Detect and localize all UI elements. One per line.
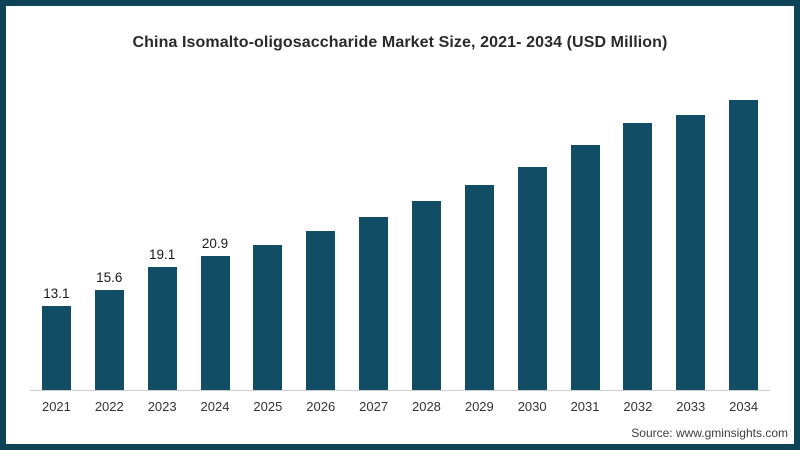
bar	[41, 306, 71, 390]
bar-column: 20.9	[189, 236, 242, 390]
bar	[623, 123, 653, 390]
bar-value-label: 20.9	[201, 236, 229, 251]
source-attribution: Source: www.gminsights.com	[631, 426, 788, 440]
bar-value-label: 15.6	[96, 270, 123, 285]
bar	[411, 201, 441, 390]
bar	[306, 231, 336, 390]
bar	[517, 167, 547, 390]
bar-column	[347, 217, 400, 390]
bar	[570, 145, 600, 390]
bar-value-label: 19.1	[149, 247, 176, 262]
bar	[147, 267, 177, 390]
x-axis-tick-label: 2024	[200, 399, 230, 414]
x-axis-tick-label: 2032	[623, 399, 653, 414]
x-axis-labels: 2021 2022 2023 2024 2025 2026 2027 2028 2029 2030…	[30, 399, 770, 414]
x-axis-tick-label: 2028	[411, 399, 441, 414]
x-axis-tick-label: 2029	[464, 399, 494, 414]
bars-container: 13.1 15.6 19.1 20.9	[30, 89, 770, 391]
bar	[359, 217, 389, 390]
bar-column: 13.1	[30, 286, 83, 390]
x-axis-tick-label: 2025	[253, 399, 283, 414]
bar	[729, 100, 759, 390]
bar-column: 15.6	[83, 270, 136, 390]
bar	[200, 256, 230, 390]
bar-column: 19.1	[136, 247, 189, 390]
bar-column	[241, 245, 294, 390]
bar-column	[400, 201, 453, 390]
chart-title: China Isomalto-oligosaccharide Market Si…	[132, 34, 668, 51]
bar-value-label: 13.1	[43, 286, 70, 301]
bar-column	[453, 185, 506, 390]
x-axis-tick-label: 2023	[147, 399, 177, 414]
x-axis-tick-label: 2033	[676, 399, 706, 414]
bar-chart: 13.1 15.6 19.1 20.9 2021 2022 2023 2024 2025 202…	[30, 89, 770, 414]
bar-column	[611, 123, 664, 390]
bar	[253, 245, 283, 390]
bar-column	[559, 145, 612, 390]
x-axis-tick-label: 2034	[729, 399, 759, 414]
bar	[676, 115, 706, 390]
bar	[464, 185, 494, 390]
x-axis-tick-label: 2030	[517, 399, 547, 414]
x-axis-tick-label: 2021	[41, 399, 71, 414]
bar-column	[294, 231, 347, 390]
bar-column	[664, 115, 717, 390]
x-axis-tick-label: 2027	[359, 399, 389, 414]
x-axis-tick-label: 2022	[94, 399, 124, 414]
bar-column	[506, 167, 559, 390]
bar	[94, 290, 124, 390]
bar-column	[717, 100, 770, 390]
x-axis-tick-label: 2031	[570, 399, 600, 414]
x-axis-tick-label: 2026	[306, 399, 336, 414]
